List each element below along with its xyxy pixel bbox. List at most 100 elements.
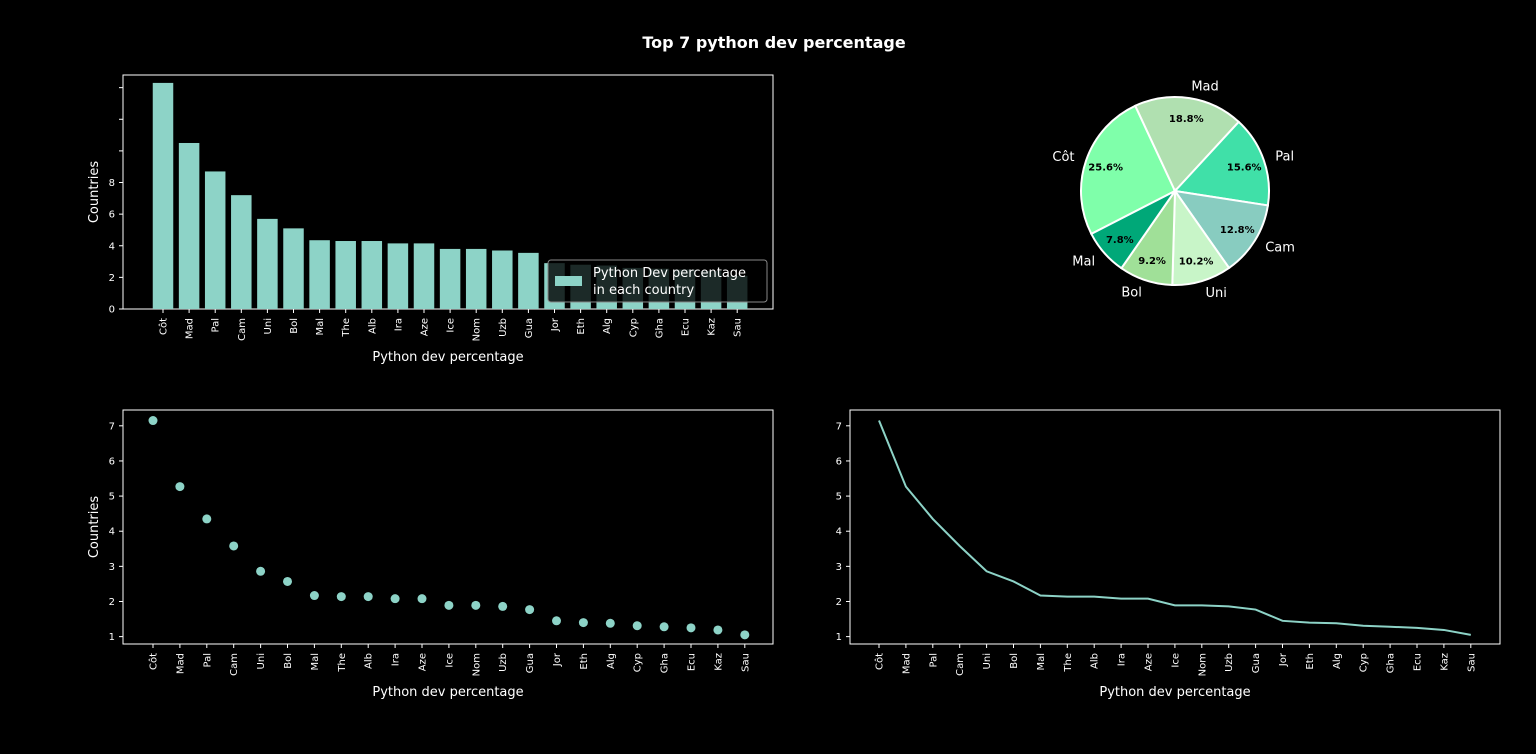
data-point: [336, 592, 346, 602]
y-tick-label: 4: [109, 241, 115, 252]
y-tick-label: 5: [836, 492, 842, 503]
y-tick-label: 4: [836, 527, 842, 538]
data-point: [471, 600, 481, 610]
data-point: [713, 625, 723, 635]
data-point: [390, 594, 400, 604]
x-tick-label: Pal: [211, 318, 222, 333]
x-tick-label: Alg: [606, 653, 617, 669]
data-point: [309, 591, 319, 601]
y-tick-label: 4: [109, 527, 115, 538]
x-tick-label: Mad: [901, 653, 912, 674]
y-axis-label: Countries: [87, 161, 102, 224]
legend-swatch: [555, 276, 582, 286]
x-tick-label: The: [341, 318, 352, 338]
data-point: [283, 576, 292, 586]
pie-slice: [1090, 190, 1176, 270]
x-tick-label: Ira: [391, 653, 402, 666]
figure-title: Top 7 python dev percentage: [642, 33, 906, 52]
pie-label: Bol: [1121, 285, 1141, 300]
bar: [178, 142, 200, 309]
x-tick-label: Uzb: [498, 318, 509, 337]
x-tick-label: Aze: [418, 653, 429, 671]
x-tick-label: Nom: [1197, 653, 1208, 676]
x-tick-label: Mal: [315, 318, 326, 336]
x-axis-label: Python dev percentage: [372, 685, 523, 700]
data-point: [148, 416, 158, 426]
x-tick-label: Mad: [175, 653, 186, 674]
pie-label: Pal: [1275, 149, 1294, 164]
x-tick-label: Sau: [740, 653, 751, 672]
x-tick-label: The: [1063, 653, 1074, 673]
x-tick-label: Uni: [263, 318, 274, 334]
x-tick-label: Kaz: [1439, 653, 1450, 671]
data-point: [525, 605, 535, 615]
x-tick-label: Ice: [444, 653, 455, 668]
bar-chart: 0 2 4 6 8 Côt Mad Pal Cam Uni Bol Mal The Alb Ira Aze Ic…: [87, 74, 774, 365]
x-tick-label: Mal: [310, 653, 321, 671]
pie-percent-label: 7.8%: [1106, 235, 1134, 246]
data-point: [256, 566, 266, 576]
y-tick-label: 7: [109, 421, 115, 432]
x-tick-label: The: [337, 653, 348, 673]
bar: [309, 240, 330, 309]
pie-slice: [1172, 120, 1270, 207]
bar: [492, 250, 513, 309]
y-tick-label: 2: [109, 273, 115, 284]
bar: [204, 171, 226, 309]
y-tick-label: 6: [836, 456, 842, 467]
data-point: [552, 616, 561, 626]
legend: Python Dev percentage in each country: [547, 259, 768, 303]
data-point: [659, 622, 669, 632]
pie-label: Mad: [1191, 80, 1218, 95]
bar: [335, 241, 356, 309]
x-tick-label: Alb: [1090, 653, 1101, 669]
x-tick-label: Ice: [446, 318, 457, 333]
pie-percent-label: 10.2%: [1179, 257, 1214, 268]
data-point: [202, 514, 212, 524]
bar: [439, 248, 461, 309]
data-point: [498, 601, 508, 611]
data-point: [686, 623, 696, 633]
x-tick-label: Gha: [654, 318, 665, 338]
pie-slice: [1172, 189, 1270, 270]
line-chart: 1 2 3 4 5 6 7 Côt Mad Pal Cam Uni Bol Mal The Alb Ira Aze…: [836, 409, 1501, 700]
x-tick-label: Kaz: [713, 653, 724, 671]
legend-label: Python Dev percentage: [593, 266, 746, 281]
data-point: [740, 630, 750, 640]
x-tick-label: Eth: [576, 318, 587, 335]
x-axis-label: Python dev percentage: [1099, 685, 1250, 700]
y-tick-label: 1: [836, 632, 842, 643]
y-tick-label: 3: [109, 562, 115, 573]
x-axis-label: Python dev percentage: [372, 350, 523, 365]
y-tick-label: 2: [836, 597, 842, 608]
y-tick-label: 6: [109, 456, 115, 467]
x-tick-label: Mal: [1036, 653, 1047, 671]
x-tick-label: Jor: [552, 652, 563, 667]
legend-frame: [547, 259, 768, 303]
pie-label: Côt: [1052, 150, 1074, 165]
scatter-chart: 1 2 3 4 5 6 7 Côt Mad Pal Cam Uni Bol Mal The Alb Ira Aze…: [87, 409, 774, 700]
data-point: [229, 541, 239, 551]
pie-label: Mal: [1072, 254, 1095, 269]
data-point: [444, 600, 454, 610]
series-line: [878, 420, 1471, 636]
pie-chart: 25.6% Côt 18.8% Mad 15.6% Pal 12.8% Cam 10.2% Uni…: [1052, 80, 1295, 302]
bar: [231, 195, 252, 309]
x-tick-label: Bol: [283, 653, 294, 669]
pie-percent-label: 25.6%: [1088, 163, 1123, 174]
x-tick-label: Gha: [660, 653, 671, 673]
y-tick-label: 5: [109, 492, 115, 503]
bar: [465, 248, 487, 309]
x-tick-label: Uzb: [1224, 653, 1235, 672]
x-tick-label: Bol: [1009, 653, 1020, 669]
x-tick-label: Ecu: [687, 653, 698, 671]
x-tick-label: Pal: [928, 653, 939, 668]
bar: [361, 241, 383, 309]
x-tick-label: Côt: [874, 653, 886, 670]
data-point: [175, 482, 185, 492]
x-tick-label: Cam: [229, 653, 240, 676]
x-tick-label: Côt: [148, 653, 160, 670]
pie-slice: [1080, 104, 1177, 236]
pie-label: Cam: [1265, 241, 1295, 256]
